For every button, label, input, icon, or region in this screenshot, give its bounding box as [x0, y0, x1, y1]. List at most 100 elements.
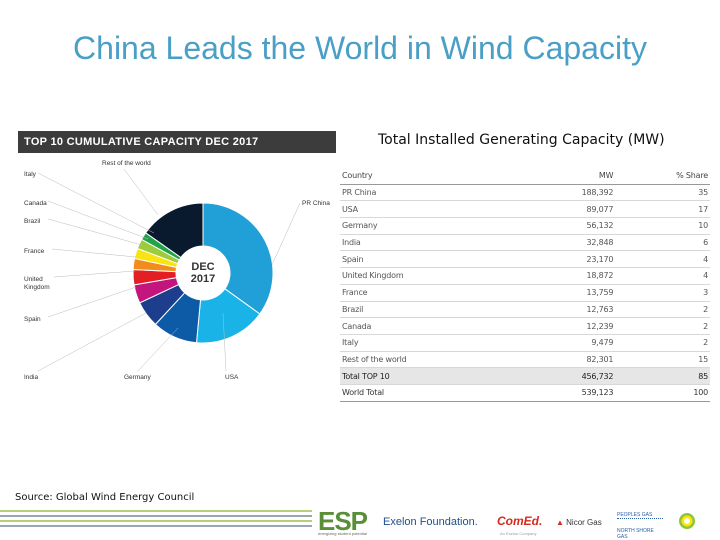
cell-mw: 12,763 — [521, 301, 616, 319]
cell-country: Total TOP 10 — [340, 367, 522, 385]
table-row: Canada 12,239 2 — [340, 317, 710, 335]
cell-country: World Total — [340, 384, 522, 402]
nicor-gas-label: Nicor Gas — [566, 518, 602, 527]
cell-share: 4 — [615, 267, 710, 285]
pie-leader-line — [47, 200, 149, 240]
table-row: Spain 23,170 4 — [340, 250, 710, 269]
pie-chart-panel: TOP 10 CUMULATIVE CAPACITY DEC 2017 DEC 2… — [18, 131, 336, 391]
table-row: Brazil 12,763 2 — [340, 301, 710, 319]
cell-mw: 23,170 — [521, 250, 616, 269]
pie-slice-label: Rest of the world — [102, 160, 151, 167]
cell-share: 17 — [615, 200, 710, 219]
cell-share: 35 — [615, 184, 710, 202]
pie-leader-line — [222, 312, 227, 372]
peoples-gas-logo: PEOPLES GAS — [617, 512, 663, 519]
source-note: Source: Global Wind Energy Council — [15, 492, 195, 503]
cell-share: 2 — [615, 301, 710, 319]
table-title: Total Installed Generating Capacity (MW) — [378, 132, 665, 148]
cell-country: France — [340, 284, 522, 302]
pie-slice-label: India — [24, 374, 38, 381]
table-row: France 13,759 3 — [340, 284, 710, 302]
cell-country: Brazil — [340, 301, 522, 319]
pie-chart-title: TOP 10 CUMULATIVE CAPACITY DEC 2017 — [18, 131, 336, 153]
cell-mw: 82,301 — [521, 351, 616, 369]
pie-leader-line — [271, 202, 301, 266]
cell-country: PR China — [340, 184, 522, 202]
cell-share: 2 — [615, 317, 710, 335]
footer-stripes — [0, 510, 312, 532]
footer-stripe — [0, 515, 312, 517]
exelon-foundation-logo: Exelon Foundation. — [383, 516, 478, 528]
pie-center-label: DEC — [191, 261, 214, 273]
cell-mw: 12,239 — [521, 317, 616, 335]
cell-mw: 456,732 — [521, 367, 616, 385]
footer-stripe — [0, 510, 312, 512]
pie-leader-line — [37, 172, 155, 234]
cell-mw: 56,132 — [521, 217, 616, 235]
capacity-table: Country MW % Share PR China 188,392 35 USA 8… — [340, 168, 710, 402]
pie-slice-label: USA — [225, 374, 239, 381]
cell-mw: 188,392 — [521, 184, 616, 202]
cell-mw: 539,123 — [521, 384, 616, 402]
comed-tagline: An Exelon Company — [500, 531, 537, 536]
cell-share: 3 — [615, 284, 710, 302]
pie-slice-label: United — [24, 276, 43, 283]
cell-country: Spain — [340, 250, 522, 269]
pie-slice-label: Kingdom — [24, 284, 50, 291]
pie-leader-line — [53, 270, 136, 278]
table-header-row: Country MW % Share — [340, 168, 710, 185]
pie-leader-line — [37, 312, 147, 372]
cell-country: Italy — [340, 334, 522, 352]
pie-slice-label: France — [24, 248, 45, 255]
cell-country: India — [340, 234, 522, 252]
cell-country: USA — [340, 200, 522, 219]
esp-logo: ESP — [318, 506, 368, 536]
esp-tagline: energizing student potential — [318, 531, 367, 536]
cell-mw: 32,848 — [521, 234, 616, 252]
table-row: USA 89,077 17 — [340, 200, 710, 219]
table-row: United Kingdom 18,872 4 — [340, 267, 710, 285]
table-row: Rest of the world 82,301 15 — [340, 351, 710, 369]
cell-country: Rest of the world — [340, 351, 522, 369]
table-row: PR China 188,392 35 — [340, 184, 710, 202]
pie-slice-label: Canada — [24, 200, 47, 207]
column-header-mw: MW — [521, 168, 616, 185]
cell-share: 6 — [615, 234, 710, 252]
pie-center-label: 2017 — [191, 273, 215, 285]
cell-share: 100 — [615, 384, 710, 402]
pie-leader-line — [47, 218, 143, 246]
cell-share: 15 — [615, 351, 710, 369]
pie-slice — [202, 202, 274, 315]
cell-country: Germany — [340, 217, 522, 235]
pie-slice-label: Italy — [24, 171, 37, 178]
pie-leader-line — [137, 327, 179, 372]
cell-share: 85 — [615, 367, 710, 385]
comed-logo: ComEd. — [497, 514, 543, 528]
footer-stripe — [0, 525, 312, 527]
cell-country: United Kingdom — [340, 267, 522, 285]
nicor-gas-logo: ▲ Nicor Gas — [556, 518, 602, 527]
world-total-row: World Total 539,123 100 — [340, 384, 710, 402]
column-header-country: Country — [340, 168, 522, 185]
cell-mw: 89,077 — [521, 200, 616, 219]
cell-share: 2 — [615, 334, 710, 352]
pie-leader-line — [47, 286, 137, 318]
cell-country: Canada — [340, 317, 522, 335]
cell-mw: 18,872 — [521, 267, 616, 285]
pie-slice-label: Spain — [24, 316, 41, 323]
pie-leader-line — [123, 168, 159, 216]
cell-share: 4 — [615, 250, 710, 269]
pie-slice-label: Brazil — [24, 218, 41, 225]
pie-slice-label: Germany — [124, 374, 151, 381]
north-shore-gas-logo: NORTH SHORE GAS — [617, 528, 654, 540]
table-row: India 32,848 6 — [340, 234, 710, 252]
page-title: China Leads the World in Wind Capacity — [73, 30, 647, 66]
total-top10-row: Total TOP 10 456,732 85 — [340, 367, 710, 385]
cell-mw: 13,759 — [521, 284, 616, 302]
table-body: PR China 188,392 35 USA 89,077 17 Germany 56,13… — [340, 184, 710, 402]
bp-helios-icon — [679, 513, 695, 529]
table-row: Italy 9,479 2 — [340, 334, 710, 352]
pie-leader-line — [51, 248, 137, 258]
column-header-share: % Share — [615, 168, 710, 185]
